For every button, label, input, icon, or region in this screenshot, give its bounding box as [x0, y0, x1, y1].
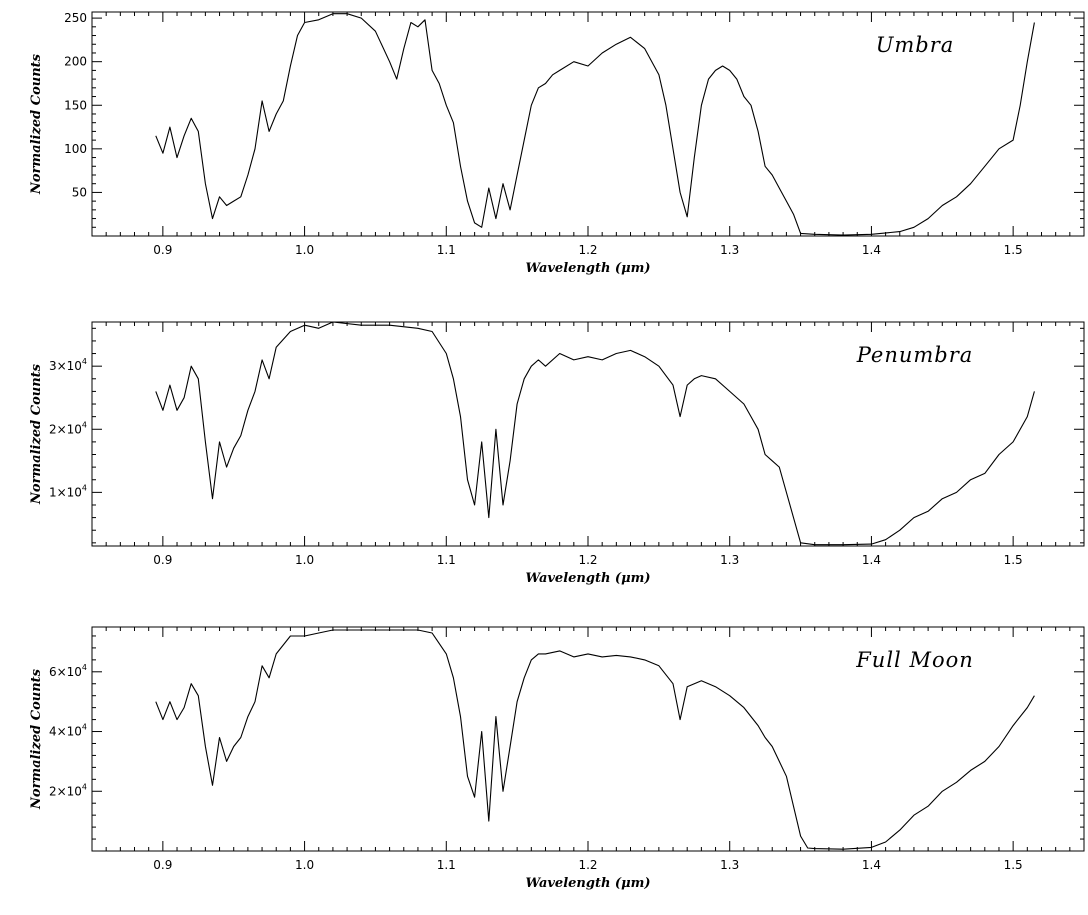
y-tick-label: 2×104	[49, 420, 87, 436]
x-tick-label: 1.4	[862, 243, 881, 257]
y-tick-label: 1×104	[49, 483, 87, 499]
panel-full-moon: 0.9 1.0 1.1 1.2 1.3 1.4 1.5 Wavelength (μm) 2×10…	[29, 626, 1085, 891]
x-tick-label: 0.9	[153, 858, 172, 872]
panel-label-umbra: Umbra	[876, 33, 955, 57]
y-tick-label: 250	[64, 11, 87, 25]
y-tick-label: 2×104	[49, 782, 87, 798]
x-tick-label: 1.5	[1004, 553, 1023, 567]
x-tick-label: 1.0	[295, 553, 314, 567]
x-tick-label: 1.3	[720, 243, 739, 257]
x-tick-label: 0.9	[153, 553, 172, 567]
x-axis-title: Wavelength (μm)	[525, 261, 650, 276]
x-tick-label: 1.1	[437, 243, 456, 257]
y-axis-title: Normalized Counts	[29, 363, 44, 505]
x-tick-label: 1.4	[862, 858, 881, 872]
spectrum-line-penumbra	[155, 321, 1035, 546]
y-tick-label: 6×104	[49, 663, 87, 679]
x-tick-label: 1.3	[720, 858, 739, 872]
spectrum-line-full-moon	[155, 629, 1035, 850]
y-axis-title: Normalized Counts	[29, 53, 44, 195]
x-tick-label: 1.0	[295, 858, 314, 872]
x-tick-label: 1.4	[862, 553, 881, 567]
x-tick-label: 1.2	[578, 858, 597, 872]
y-tick-label: 150	[64, 98, 87, 112]
spectrum-line-umbra	[155, 13, 1035, 236]
y-tick-label: 3×104	[49, 357, 87, 373]
x-axis-title: Wavelength (μm)	[525, 571, 650, 586]
panel-label-penumbra: Penumbra	[856, 343, 974, 367]
x-tick-label: 1.0	[295, 243, 314, 257]
x-tick-label: 1.1	[437, 553, 456, 567]
panel-umbra: 0.9 1.0 1.1 1.2 1.3 1.4 1.5 Wavelength (μm) 50 10…	[29, 11, 1085, 276]
panel-label-full-moon: Full Moon	[855, 648, 974, 672]
x-tick-label: 1.5	[1004, 243, 1023, 257]
x-tick-label: 1.2	[578, 243, 597, 257]
y-tick-label: 50	[72, 185, 87, 199]
y-axis-title: Normalized Counts	[29, 668, 44, 810]
y-tick-label: 100	[64, 142, 87, 156]
x-tick-label: 1.3	[720, 553, 739, 567]
x-tick-label: 0.9	[153, 243, 172, 257]
y-tick-label: 4×104	[49, 723, 87, 739]
x-axis-title: Wavelength (μm)	[525, 876, 650, 891]
panel-penumbra: 0.9 1.0 1.1 1.2 1.3 1.4 1.5 Wavelength (μm) 1×10…	[29, 321, 1085, 586]
x-tick-label: 1.2	[578, 553, 597, 567]
x-tick-label: 1.1	[437, 858, 456, 872]
x-tick-label: 1.5	[1004, 858, 1023, 872]
y-tick-label: 200	[64, 55, 87, 69]
